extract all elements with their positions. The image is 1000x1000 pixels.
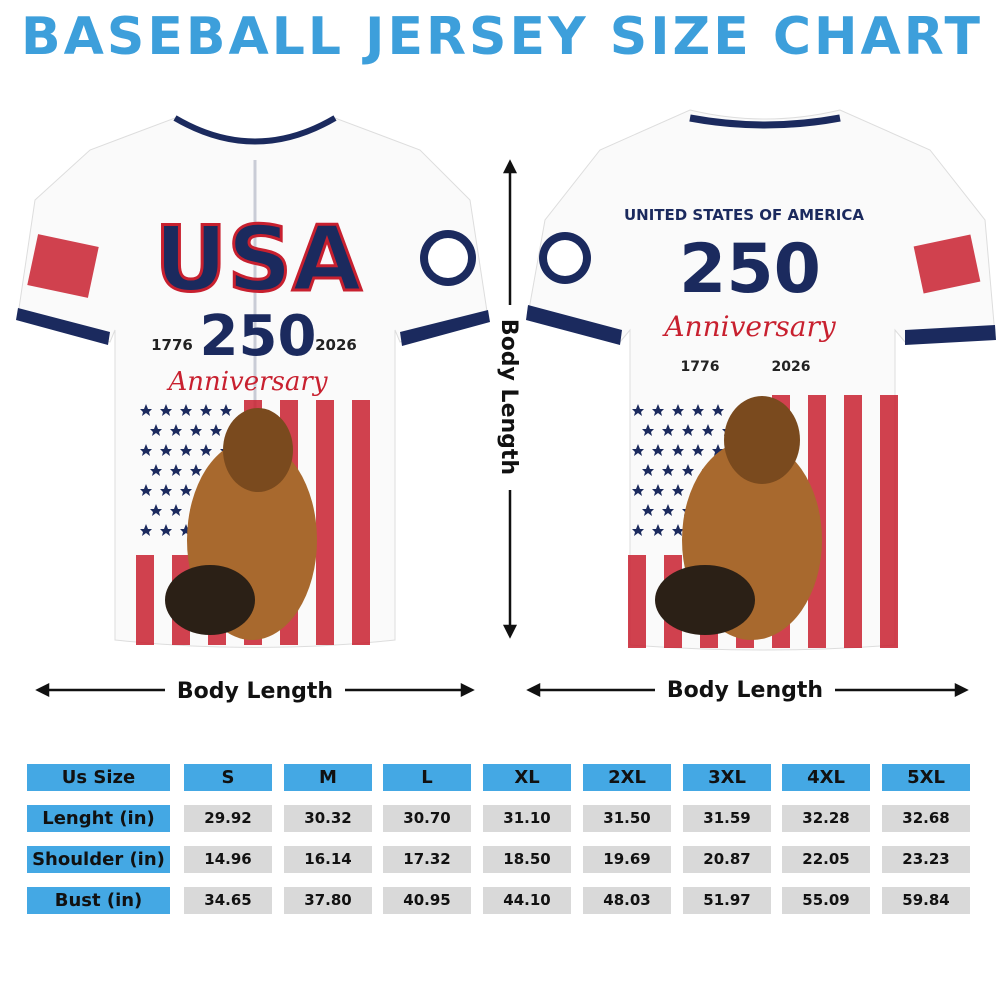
measurement-cell: 19.69 bbox=[583, 846, 671, 873]
back-number: 250 bbox=[679, 230, 821, 309]
title: BASEBALL JERSEY SIZE CHART bbox=[21, 7, 983, 67]
measurement-cell: 40.95 bbox=[383, 887, 471, 914]
size-header: M bbox=[284, 764, 372, 791]
measurement-cell: 23.23 bbox=[882, 846, 970, 873]
measurement-cell: 44.10 bbox=[483, 887, 571, 914]
back-width-label: Body Length bbox=[667, 678, 823, 703]
size-header: L bbox=[383, 764, 471, 791]
measurement-cell: 37.80 bbox=[284, 887, 372, 914]
measurement-cell: 16.14 bbox=[284, 846, 372, 873]
size-header: 2XL bbox=[583, 764, 671, 791]
measure-arrows bbox=[35, 159, 969, 698]
back-heading: UNITED STATES OF AMERICA bbox=[624, 206, 864, 224]
size-header: 5XL bbox=[882, 764, 970, 791]
measurement-cell: 30.32 bbox=[284, 805, 372, 832]
measurement-cell: 18.50 bbox=[483, 846, 571, 873]
artwork: BASEBALL JERSEY SIZE CHART USA 250 1776 … bbox=[16, 7, 996, 704]
measurement-cell: 32.68 bbox=[882, 805, 970, 832]
back-jersey: UNITED STATES OF AMERICA 250 Anniversary… bbox=[526, 109, 996, 651]
row-label: Shoulder (in) bbox=[27, 846, 170, 873]
front-script: Anniversary bbox=[166, 367, 327, 397]
back-year-end: 2026 bbox=[772, 359, 811, 375]
measurement-cell: 51.97 bbox=[683, 887, 771, 914]
measurement-cell: 14.96 bbox=[184, 846, 272, 873]
measurement-cell: 32.28 bbox=[782, 805, 870, 832]
front-logo: USA bbox=[154, 207, 362, 312]
measurement-cell: 59.84 bbox=[882, 887, 970, 914]
measurement-cell: 48.03 bbox=[583, 887, 671, 914]
header-label: Us Size bbox=[27, 764, 170, 791]
back-height-label: Body Length bbox=[496, 319, 521, 475]
measurement-cell: 17.32 bbox=[383, 846, 471, 873]
measurement-cell: 20.87 bbox=[683, 846, 771, 873]
measurement-cell: 55.09 bbox=[782, 887, 870, 914]
measurement-cell: 22.05 bbox=[782, 846, 870, 873]
measurement-cell: 34.65 bbox=[184, 887, 272, 914]
front-width-label: Body Length bbox=[177, 679, 333, 704]
size-header: XL bbox=[483, 764, 571, 791]
row-label: Bust (in) bbox=[27, 887, 170, 914]
row-label: Lenght (in) bbox=[27, 805, 170, 832]
measurement-cell: 31.50 bbox=[583, 805, 671, 832]
size-header: 4XL bbox=[782, 764, 870, 791]
front-year-end: 2026 bbox=[315, 336, 357, 354]
size-header: S bbox=[184, 764, 272, 791]
front-year-start: 1776 bbox=[151, 336, 193, 354]
measurement-cell: 30.70 bbox=[383, 805, 471, 832]
size-header: 3XL bbox=[683, 764, 771, 791]
front-jersey: USA 250 1776 2026 Anniversary bbox=[16, 115, 490, 648]
back-script: Anniversary bbox=[661, 310, 836, 343]
measurement-cell: 31.10 bbox=[483, 805, 571, 832]
measurement-cell: 29.92 bbox=[184, 805, 272, 832]
back-year-start: 1776 bbox=[681, 359, 720, 375]
measurement-cell: 31.59 bbox=[683, 805, 771, 832]
front-number: 250 bbox=[200, 304, 317, 369]
